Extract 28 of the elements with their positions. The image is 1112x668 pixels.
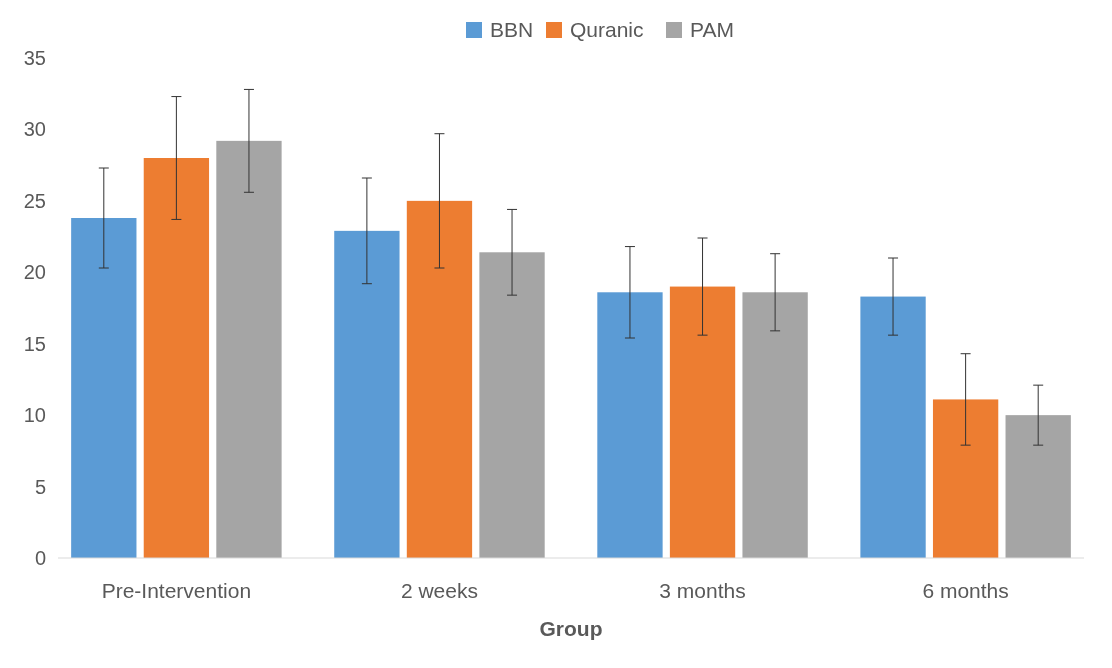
y-tick-label: 0 [34,547,46,569]
bar [479,252,545,558]
legend-label: BBN [490,18,534,42]
y-tick-label: 5 [34,475,46,498]
bar [932,399,999,558]
y-tick-label: 30 [23,118,46,141]
bar [860,296,926,558]
legend-label: Quranic [570,18,644,42]
y-tick-label: 25 [23,189,46,212]
x-tick-label: Pre-Intervention [101,579,252,602]
bar [334,230,400,558]
bar [742,292,808,558]
bar [143,158,210,558]
y-tick-label: 20 [23,261,46,284]
y-tick-label: 10 [23,404,46,427]
bar [71,218,137,558]
bar [597,292,663,558]
x-tick-label: 2 weeks [400,579,478,602]
x-tick-label: 6 months [922,579,1009,602]
bar [216,140,282,558]
bar [669,286,736,558]
y-tick-label: 15 [23,332,46,355]
x-axis-title: Group [539,617,603,640]
legend-label: PAM [690,18,734,42]
y-tick-label: 35 [23,47,46,69]
bar [406,200,473,558]
bar [1005,415,1071,558]
x-tick-label: 3 months [659,579,746,602]
